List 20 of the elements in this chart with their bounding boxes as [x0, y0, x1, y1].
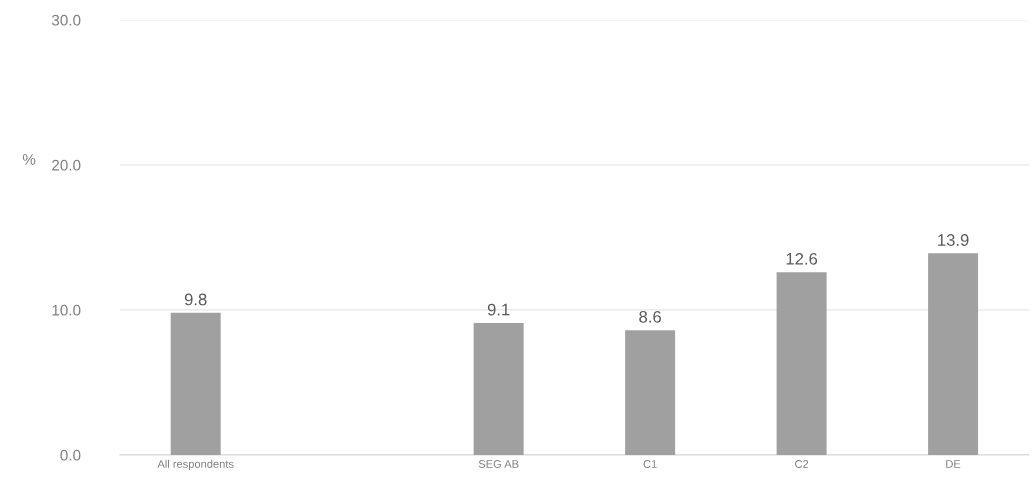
bar	[625, 330, 676, 455]
y-tick-label: 10.0	[52, 304, 81, 316]
bar	[928, 253, 979, 455]
data-label: 12.6	[786, 252, 818, 265]
data-label: 9.8	[184, 293, 207, 306]
x-tick-label: C2	[795, 460, 809, 468]
bar	[170, 312, 221, 455]
y-axis-title: %	[22, 154, 36, 165]
x-tick-label: All respondents	[157, 459, 234, 471]
y-tick-label: 0.0	[60, 449, 81, 461]
x-tick-label: DE	[946, 460, 961, 468]
bar	[473, 322, 524, 455]
x-tick-label: C1	[643, 460, 657, 468]
x-tick-label: SEG AB	[478, 460, 519, 468]
data-label: 13.9	[938, 234, 969, 246]
data-label: 9.1	[487, 303, 510, 316]
bar	[776, 272, 827, 455]
y-tick-label: 20.0	[52, 159, 81, 171]
y-tick-label: 30.0	[51, 14, 81, 26]
data-label: 8.6	[639, 310, 661, 323]
